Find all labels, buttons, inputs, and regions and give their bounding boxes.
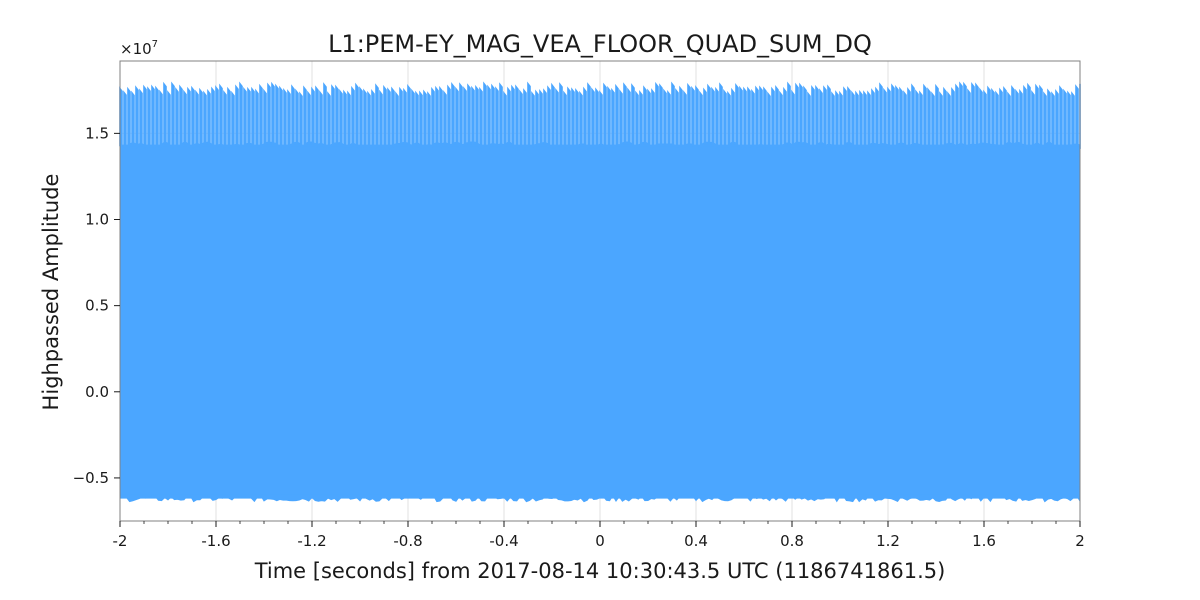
x-tick-label: -0.4 [489,532,518,550]
signal-lower-envelope [119,494,1081,503]
x-tick-label: -2 [113,532,128,550]
x-tick-label: 2 [1075,532,1085,550]
y-axis-label: Highpassed Amplitude [39,174,63,411]
x-axis-label: Time [seconds] from 2017-08-14 10:30:43.… [254,559,946,583]
y-tick-label: 1.0 [85,211,109,229]
y-tick-label: 0.5 [85,297,109,315]
x-tick-label: 1.2 [876,532,900,550]
signal-body [120,145,1080,499]
x-tick-label: 0.4 [684,532,708,550]
x-tick-label: 1.6 [972,532,996,550]
series-area [119,81,1081,503]
x-tick-label: 0.8 [780,532,804,550]
y-tick-label: 0.0 [85,383,109,401]
axis-ticks: -2 -1.6 -1.2 -0.8 -0.4 0 0.4 0.8 1.2 1.6 2 −0.5 0.0 0… [73,124,1085,550]
x-tick-label: -0.8 [393,532,422,550]
y-axis-multiplier: ×107 [120,39,158,58]
y-tick-label: 1.5 [85,124,109,142]
y-multiplier-base: ×10 [120,40,152,58]
signal-upper-envelope [119,81,1081,152]
y-multiplier-exponent: 7 [152,39,158,50]
chart-title: L1:PEM-EY_MAG_VEA_FLOOR_QUAD_SUM_DQ [328,30,872,58]
y-tick-label: −0.5 [73,469,109,487]
x-tick-label: -1.6 [201,532,230,550]
x-tick-label: 0 [595,532,605,550]
x-tick-label: -1.2 [297,532,326,550]
